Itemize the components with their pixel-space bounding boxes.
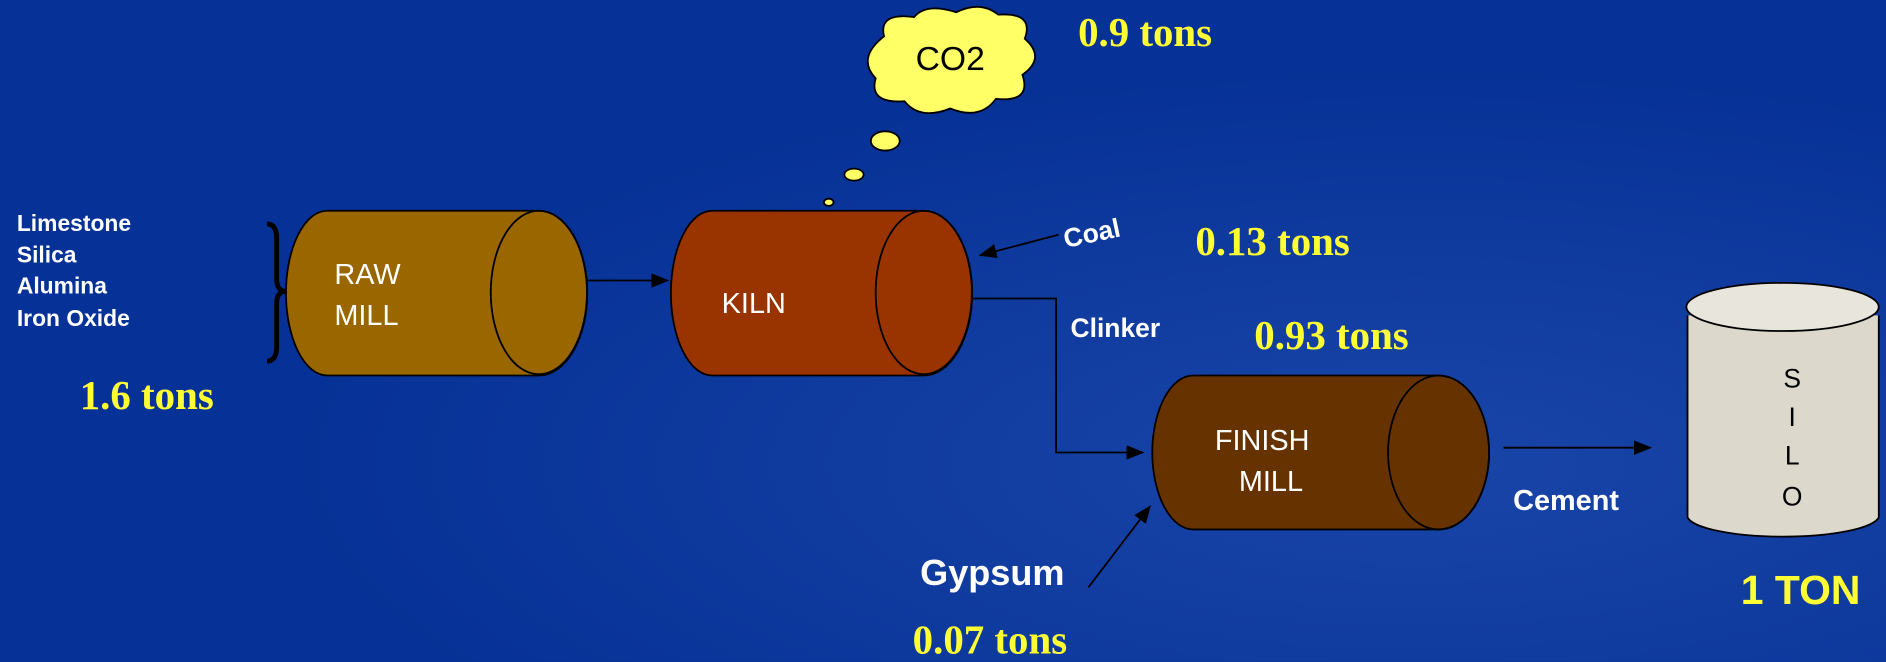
silo-letter: S [1783,364,1801,394]
silo-letter: O [1782,481,1803,511]
kiln [671,211,972,376]
raw-mill [286,211,587,376]
node-label: FINISH [1215,425,1310,457]
input-item: Alumina [17,273,107,299]
cement-label: Cement [1513,485,1619,517]
node-label: RAW [334,259,401,291]
output-amount: 1 TON [1741,567,1861,613]
input-item: Limestone [17,210,131,236]
gypsum-amount: 0.07 tons [913,617,1067,662]
input-item: Iron Oxide [17,305,130,331]
co2-label: CO2 [916,41,985,78]
clinker-amount: 0.93 tons [1254,313,1408,358]
co2-amount: 0.9 tons [1078,10,1212,55]
coal-amount: 0.13 tons [1195,219,1349,264]
gypsum-label: Gypsum [920,552,1064,593]
finish-mill [1152,376,1489,530]
input-item: Silica [17,241,77,267]
page: { "inputs": {"items": ["Limestone", "Sil… [0,0,1886,662]
silo-letter: L [1785,441,1800,471]
node-label: MILL [334,300,398,332]
node-label: MILL [1239,466,1303,498]
input-amount: 1.6 tons [80,373,214,418]
silo-letter: I [1789,402,1796,432]
node-label: KILN [722,288,786,320]
clinker-label: Clinker [1070,313,1160,343]
diagram: Limestone Silica Alumina Iron Oxide 1.6 … [0,0,1886,662]
